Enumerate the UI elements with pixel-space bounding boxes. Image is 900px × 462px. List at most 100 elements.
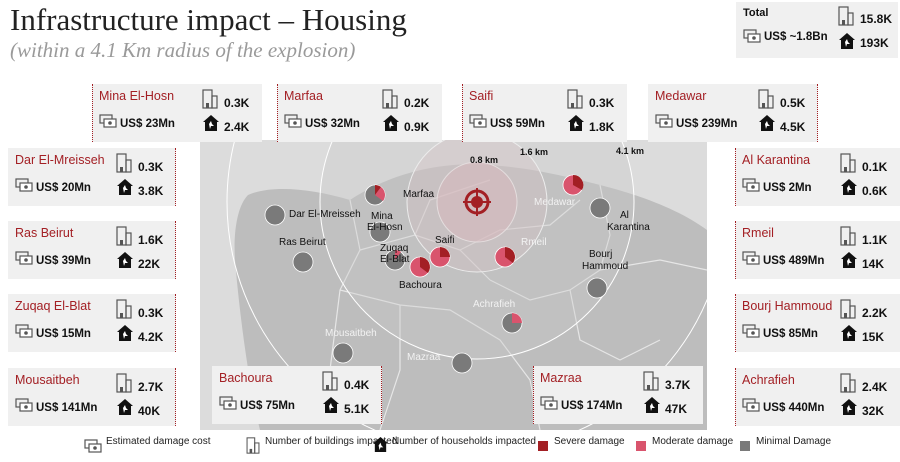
total-cost: US$ ~1.8Bn bbox=[764, 31, 828, 43]
district-households: 2.4K bbox=[224, 120, 250, 134]
map-label-zuqaq-1: Zuqaq bbox=[380, 243, 409, 254]
district-buildings: 2.7K bbox=[138, 380, 164, 394]
damage-cost-icon bbox=[15, 178, 33, 197]
dotted-connector bbox=[381, 366, 382, 424]
district-card-saifi: Saifi US$ 59Mn 0.3K 1.8K bbox=[462, 84, 627, 142]
district-households: 4.5K bbox=[780, 120, 806, 134]
building-icon bbox=[643, 371, 659, 396]
district-cost: US$ 141Mn bbox=[36, 402, 98, 414]
total-label: Total bbox=[743, 7, 769, 19]
district-cost: US$ 2Mn bbox=[763, 182, 812, 194]
legend-cost: Estimated damage cost bbox=[106, 436, 211, 447]
damage-cost-icon bbox=[743, 29, 761, 48]
minimal-swatch bbox=[740, 441, 750, 451]
district-households: 0.9K bbox=[404, 120, 430, 134]
map-label-karantina-2: Karantina bbox=[607, 222, 650, 233]
district-card-rmeil: Rmeil US$ 489Mn 1.1K 14K bbox=[735, 221, 900, 279]
district-name: Ras Beirut bbox=[15, 226, 74, 240]
district-cost: US$ 489Mn bbox=[763, 255, 825, 267]
district-cost: US$ 59Mn bbox=[490, 118, 545, 130]
household-icon bbox=[382, 114, 400, 137]
district-name: Zuqaq El-Blat bbox=[15, 299, 91, 313]
district-buildings: 0.3K bbox=[138, 160, 164, 174]
map-label-dar: Dar El-Mreisseh bbox=[289, 209, 361, 220]
severe-swatch bbox=[538, 441, 548, 451]
building-icon bbox=[322, 371, 338, 396]
district-name: Medawar bbox=[655, 89, 707, 103]
district-buildings: 1.6K bbox=[138, 233, 164, 247]
district-buildings: 2.4K bbox=[862, 380, 888, 394]
pie-mazraa bbox=[451, 352, 473, 374]
district-households: 0.6K bbox=[862, 184, 888, 198]
building-icon bbox=[758, 89, 774, 114]
district-cost: US$ 239Mn bbox=[676, 118, 738, 130]
district-cost: US$ 85Mn bbox=[763, 328, 818, 340]
map-label-marfaa: Marfaa bbox=[403, 189, 435, 200]
district-cost: US$ 23Mn bbox=[120, 118, 175, 130]
household-icon bbox=[116, 398, 134, 421]
district-cost: US$ 440Mn bbox=[763, 402, 825, 414]
district-households: 1.8K bbox=[589, 120, 615, 134]
district-buildings: 0.5K bbox=[780, 96, 806, 110]
map-label-ras: Ras Beirut bbox=[279, 237, 326, 248]
district-card-bachoura: Bachoura US$ 75Mn 0.4K 5.1K bbox=[212, 366, 382, 424]
district-card-medawar: Medawar US$ 239Mn 0.5K 4.5K bbox=[648, 84, 818, 142]
damage-cost-icon bbox=[742, 178, 760, 197]
building-icon bbox=[116, 373, 132, 398]
district-card-zuqaq-el-blat: Zuqaq El-Blat US$ 15Mn 0.3K 4.2K bbox=[8, 294, 176, 352]
district-name: Al Karantina bbox=[742, 153, 811, 167]
damage-cost-icon bbox=[742, 398, 760, 417]
district-cost: US$ 32Mn bbox=[305, 118, 360, 130]
household-icon bbox=[840, 178, 858, 201]
household-icon bbox=[202, 114, 220, 137]
dotted-connector bbox=[175, 148, 176, 206]
legend-severe: Severe damage bbox=[554, 436, 625, 447]
district-card-dar-el-mreisseh: Dar El-Mreisseh US$ 20Mn 0.3K 3.8K bbox=[8, 148, 176, 206]
district-buildings: 0.1K bbox=[862, 160, 888, 174]
explosion-icon bbox=[463, 188, 491, 216]
radius-label-large: 4.1 km bbox=[616, 146, 645, 156]
total-buildings: 15.8K bbox=[860, 12, 893, 26]
damage-cost-icon bbox=[84, 439, 102, 458]
district-cost: US$ 39Mn bbox=[36, 255, 91, 267]
district-card-mousaitbeh: Mousaitbeh US$ 141Mn 2.7K 40K bbox=[8, 368, 176, 426]
household-icon bbox=[838, 32, 856, 55]
dotted-connector bbox=[175, 368, 176, 426]
household-icon bbox=[372, 436, 389, 458]
moderate-swatch bbox=[636, 441, 646, 451]
district-name: Achrafieh bbox=[742, 373, 795, 387]
page-title: Infrastructure impact – Housing bbox=[10, 2, 407, 37]
district-name: Saifi bbox=[469, 89, 494, 103]
household-icon bbox=[567, 114, 585, 137]
damage-cost-icon bbox=[15, 251, 33, 270]
map-label-mousaitbeh: Mousaitbeh bbox=[325, 328, 377, 339]
damage-cost-icon bbox=[219, 396, 237, 415]
district-name: Rmeil bbox=[742, 226, 774, 240]
district-card-mina-el-hosn: Mina El-Hosn US$ 23Mn 0.3K 2.4K bbox=[92, 84, 262, 142]
building-icon bbox=[840, 153, 856, 178]
building-icon bbox=[567, 89, 583, 114]
dotted-connector bbox=[175, 294, 176, 352]
district-card-al-karantina: Al Karantina US$ 2Mn 0.1K 0.6K bbox=[735, 148, 900, 206]
district-cost: US$ 15Mn bbox=[36, 328, 91, 340]
district-buildings: 0.2K bbox=[404, 96, 430, 110]
map-label-achrafieh: Achrafieh bbox=[473, 299, 516, 310]
total-card: Total US$ ~1.8Bn 15.8K 193K bbox=[736, 2, 898, 58]
damage-cost-icon bbox=[742, 324, 760, 343]
district-buildings: 0.4K bbox=[344, 378, 370, 392]
dotted-connector bbox=[817, 84, 818, 142]
map-label-saifi: Saifi bbox=[435, 235, 455, 246]
dotted-connector bbox=[735, 221, 736, 279]
district-cost: US$ 174Mn bbox=[561, 400, 623, 412]
legend-minimal: Minimal Damage bbox=[756, 436, 832, 447]
district-buildings: 1.1K bbox=[862, 233, 888, 247]
dotted-connector bbox=[735, 148, 736, 206]
household-icon bbox=[116, 178, 134, 201]
dotted-connector bbox=[175, 221, 176, 279]
map-label-karantina-1: Al bbox=[620, 210, 629, 221]
building-icon bbox=[840, 373, 856, 398]
household-icon bbox=[643, 396, 661, 419]
district-name: Dar El-Mreisseh bbox=[15, 153, 105, 167]
damage-cost-icon bbox=[15, 398, 33, 417]
household-icon bbox=[322, 396, 340, 419]
